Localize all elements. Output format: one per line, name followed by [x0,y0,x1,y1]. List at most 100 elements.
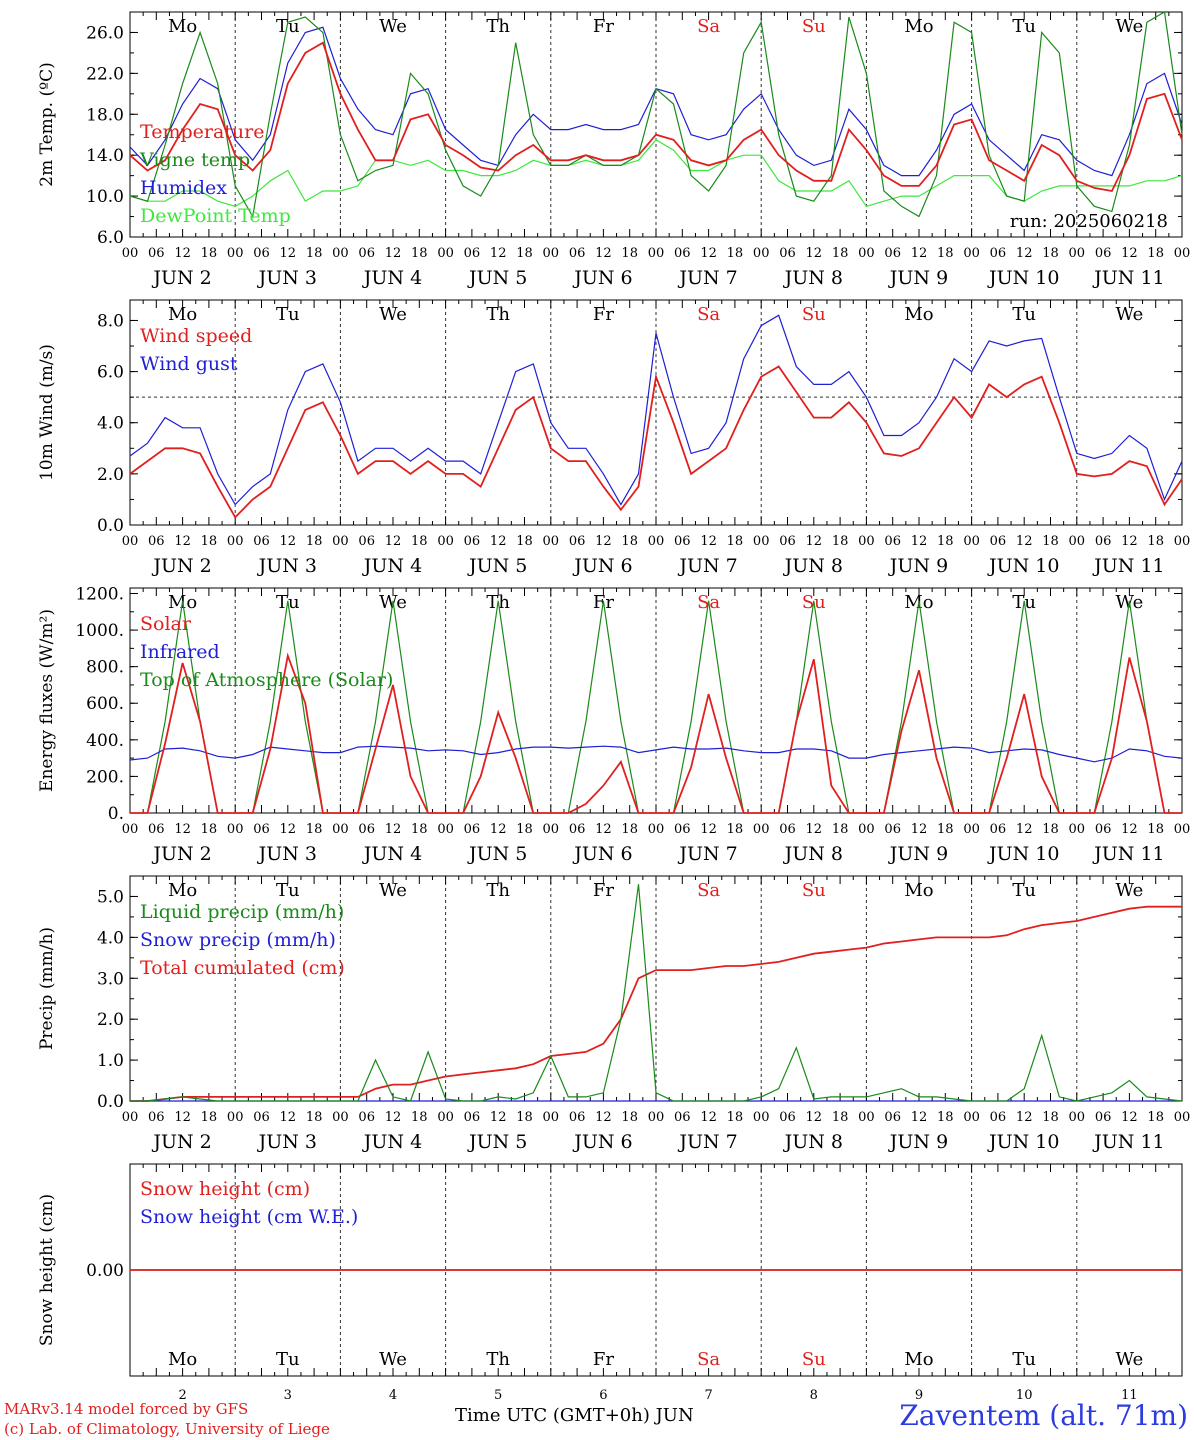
hour-tick-label: 12 [806,246,823,261]
date-label: JUN 5 [467,555,527,577]
series-line [129,314,1183,506]
date-label: JUN 2 [151,555,211,577]
hour-tick-label: 06 [674,822,691,837]
hour-tick-label: 00 [437,822,454,837]
legend-entry: Wind speed [140,325,252,347]
time-axis-title: Time UTC (GMT+0h) JUN [455,1405,694,1426]
hour-tick-label: 18 [727,822,744,837]
weekday-label: Mo [168,304,197,325]
y-tick-label: 1000. [75,621,124,641]
hour-tick-label: 12 [280,822,297,837]
day-number-label: 5 [494,1388,502,1400]
hour-tick-label: 00 [1069,534,1086,549]
hour-tick-label: 06 [990,246,1007,261]
hour-tick-label: 12 [1121,1110,1138,1125]
hour-tick-label: 00 [963,246,980,261]
date-label: JUN 10 [987,1131,1059,1153]
date-label: JUN 5 [467,843,527,865]
y-axis-label: 2m Temp. (ºC) [37,62,57,187]
hour-tick-label: 12 [911,822,928,837]
date-label: JUN 9 [888,1131,948,1153]
hour-tick-label: 06 [884,246,901,261]
hour-tick-label: 00 [543,246,560,261]
hour-tick-label: 00 [963,1110,980,1125]
lab-credit: (c) Lab. of Climatology, University of L… [4,1420,330,1438]
y-axis-label: Precip (mm/h) [37,927,57,1050]
hour-tick-label: 12 [806,534,823,549]
hour-tick-label: 06 [569,534,586,549]
weekday-label: Mo [168,16,197,37]
y-tick-label: 0.00 [86,1261,124,1281]
model-credit: MARv3.14 model forced by GFS [4,1400,249,1418]
hour-tick-label: 18 [832,246,849,261]
hour-tick-label: 06 [884,534,901,549]
y-tick-label: 200. [86,767,124,787]
hour-tick-label: 00 [227,1110,244,1125]
hour-tick-label: 12 [1016,534,1033,549]
hour-tick-label: 12 [911,1110,928,1125]
weekday-label: Mo [168,1349,197,1370]
y-tick-label: 26.0 [86,23,124,43]
y-tick-label: 22.0 [86,64,124,84]
panel-frame [129,587,1183,814]
weekday-label: Su [802,304,826,325]
day-number-label: 6 [599,1388,607,1400]
hour-tick-label: 18 [832,1110,849,1125]
hour-tick-label: 00 [122,822,139,837]
hour-tick-label: 00 [122,534,139,549]
hour-tick-label: 18 [621,534,638,549]
hour-tick-label: 18 [201,246,218,261]
hour-tick-label: 00 [963,534,980,549]
hour-tick-label: 06 [464,1110,481,1125]
chart-panel-3: 0. 200. 400. 600. 800. 1000. 1200. Energy fluxe… [37,584,1190,865]
weekday-label: Tu [276,16,300,37]
legend-entry: Temperature [140,121,264,143]
date-label: JUN 6 [572,267,632,289]
day-number-label: 10 [1016,1388,1033,1400]
hour-tick-label: 18 [621,1110,638,1125]
weekday-label: We [379,1349,407,1370]
series-line [130,652,1182,814]
hour-tick-label: 06 [990,1110,1007,1125]
run-annotation: run: 2025060218 [1010,211,1168,232]
date-label: JUN 4 [362,1131,422,1153]
hour-tick-label: 06 [253,822,270,837]
hour-tick-label: 18 [516,822,533,837]
hour-tick-label: 00 [543,1110,560,1125]
hour-tick-label: 06 [779,822,796,837]
date-label: JUN 10 [987,555,1059,577]
legend-entry: Vigne temp [139,149,250,171]
legend-entry: Snow height (cm) [140,1178,310,1200]
weekday-label: Mo [904,16,933,37]
series-line [129,365,1183,519]
date-label: JUN 4 [362,843,422,865]
hour-tick-label: 12 [1121,822,1138,837]
y-tick-label: 0. [108,804,124,824]
hour-tick-label: 18 [727,246,744,261]
hour-tick-label: 18 [832,534,849,549]
hour-tick-label: 00 [648,1110,665,1125]
hour-tick-label: 12 [490,822,507,837]
hour-tick-label: 12 [280,534,297,549]
date-label: JUN 4 [362,555,422,577]
hour-tick-label: 12 [385,534,402,549]
day-number-label: 7 [704,1388,712,1400]
hour-tick-label: 00 [122,1110,139,1125]
series-line [130,884,1183,1102]
hour-tick-label: 06 [358,822,375,837]
y-axis-label: Snow height (cm) [37,1194,57,1346]
chart-panel-2: 0.0 2.0 4.0 6.0 8.0 10m Wind (m/s) Mo Tu We Th Fr S… [37,299,1190,577]
hour-tick-label: 00 [1174,1110,1191,1125]
y-tick-label: 2.0 [97,465,124,485]
legend-entry: Top of Atmosphere (Solar) [140,669,393,691]
series-line [130,905,1182,1102]
hour-tick-label: 18 [1147,822,1164,837]
hour-tick-label: 00 [1069,822,1086,837]
hour-tick-label: 18 [1042,822,1059,837]
weekday-label: Sa [697,1349,720,1370]
weekday-label: Fr [593,1349,614,1370]
legend-entry: Liquid precip (mm/h) [140,901,344,923]
station-name: Zaventem (alt. 71m) [899,1399,1188,1432]
date-label: JUN 6 [572,555,632,577]
hour-tick-label: 18 [621,246,638,261]
